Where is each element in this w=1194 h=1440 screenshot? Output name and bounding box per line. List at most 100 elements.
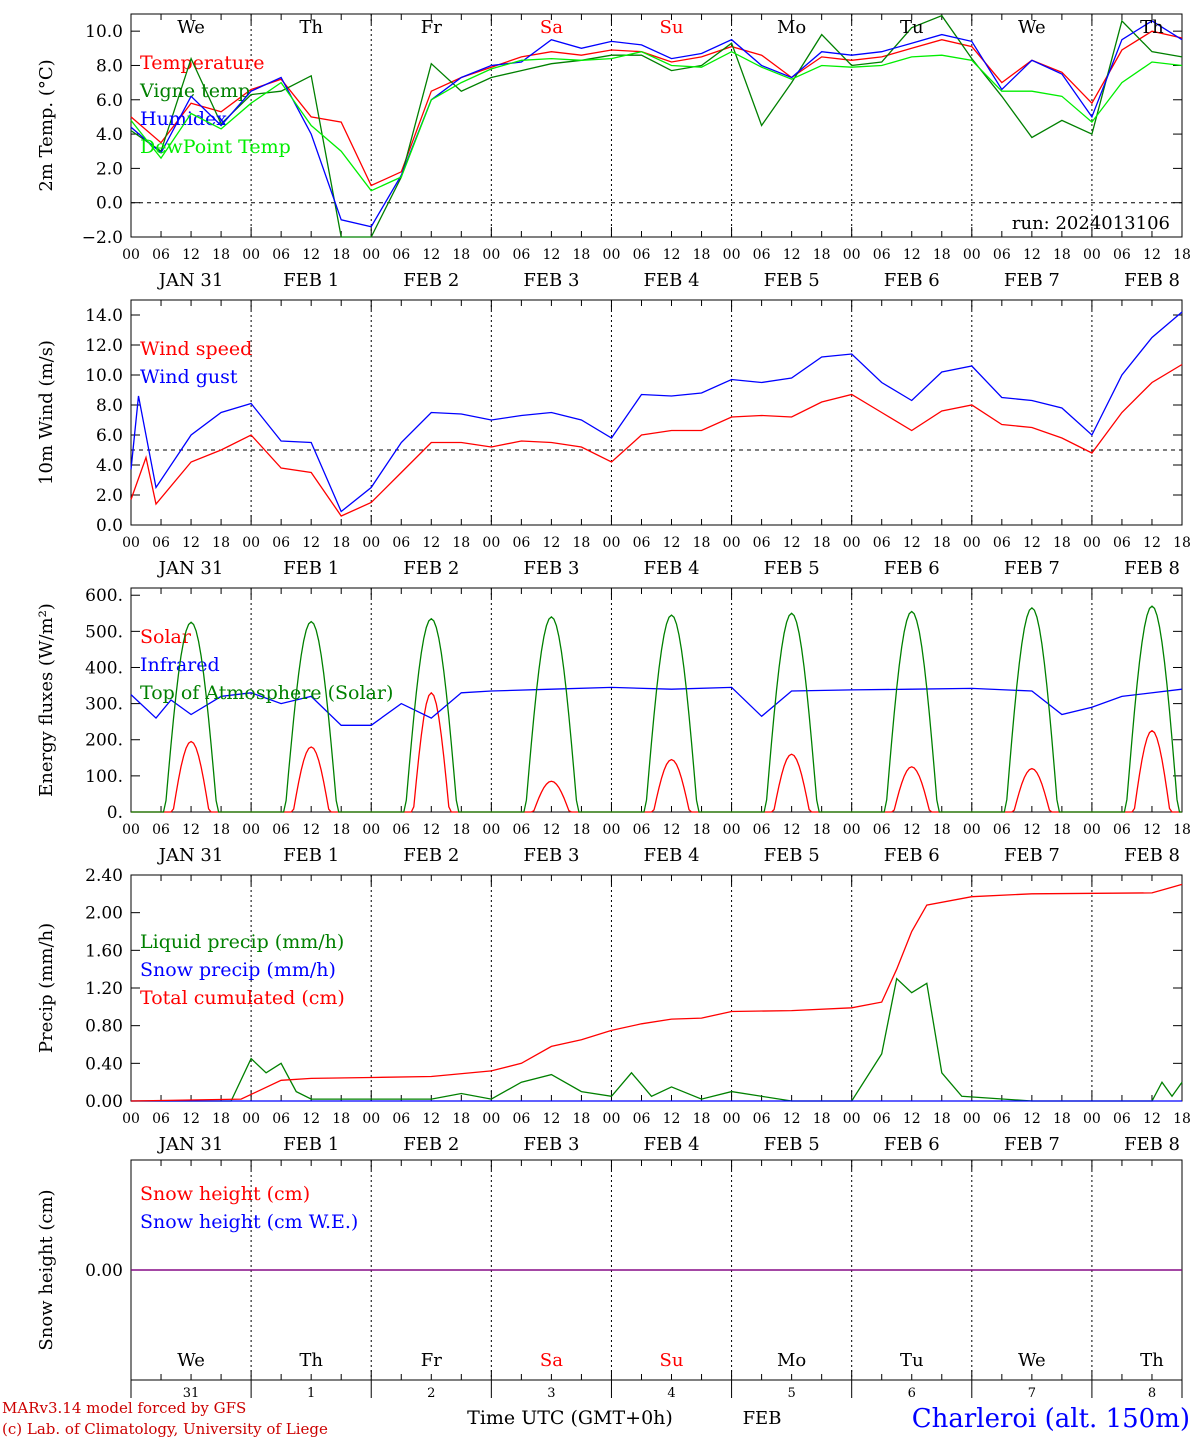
hour-label: 18 xyxy=(452,822,470,838)
y-tick-label: 0.00 xyxy=(85,1092,123,1112)
hour-label: 18 xyxy=(573,535,591,551)
hour-label: 12 xyxy=(542,535,560,551)
series-line-toa xyxy=(131,605,1182,813)
hour-label: 12 xyxy=(1023,535,1041,551)
date-label: JAN 31 xyxy=(157,845,224,866)
y-tick-label: 8.0 xyxy=(96,396,123,416)
hour-label: 18 xyxy=(693,1111,711,1127)
legend-wind_speed: Wind speed xyxy=(140,338,252,360)
hour-label: 00 xyxy=(242,1111,260,1127)
weekday-label: Sa xyxy=(540,1350,563,1371)
weekday-label: Sa xyxy=(540,17,563,38)
y-tick-label: 100. xyxy=(85,767,123,787)
hour-label: 12 xyxy=(182,535,200,551)
hour-label: 12 xyxy=(663,822,681,838)
y-axis-title: Precip (mm/h) xyxy=(36,923,57,1053)
hour-label: 06 xyxy=(1113,247,1131,263)
date-label: FEB 4 xyxy=(643,845,699,866)
hour-label: 12 xyxy=(542,247,560,263)
date-label: FEB 2 xyxy=(403,845,459,866)
panel-2: 0.0 2.0 4.0 6.0 8.0 10.0 12.0 14.0 10m Wind (m/s… xyxy=(36,299,1191,579)
hour-label: 18 xyxy=(573,247,591,263)
hour-label: 12 xyxy=(1143,247,1161,263)
hour-label: 18 xyxy=(332,822,350,838)
date-label: FEB 3 xyxy=(523,1134,579,1155)
y-axis-title: Energy fluxes (W/m²) xyxy=(36,603,57,797)
series-line-solar xyxy=(131,691,1182,813)
hour-label: 18 xyxy=(452,535,470,551)
hour-label: 00 xyxy=(723,247,741,263)
legend-humidex: Humidex xyxy=(140,108,227,130)
weekday-label: Fr xyxy=(421,17,442,38)
hour-label: 12 xyxy=(663,1111,681,1127)
y-tick-label: 2.40 xyxy=(85,866,123,886)
date-label: FEB 2 xyxy=(403,1134,459,1155)
date-label: FEB 1 xyxy=(283,845,339,866)
hour-label: 18 xyxy=(693,535,711,551)
hour-label: 00 xyxy=(1083,247,1101,263)
hour-label: 12 xyxy=(422,247,440,263)
hour-label: 12 xyxy=(302,1111,320,1127)
hour-label: 18 xyxy=(1173,822,1191,838)
y-tick-label: 500. xyxy=(85,622,123,642)
legend-snow_precip: Snow precip (mm/h) xyxy=(140,959,336,981)
date-label: JAN 31 xyxy=(157,558,224,579)
hour-label: 06 xyxy=(753,247,771,263)
hour-label: 12 xyxy=(1143,822,1161,838)
run-annotation: run: 2024013106 xyxy=(1012,213,1170,234)
weekday-label: Tu xyxy=(900,1350,924,1371)
weekday-label: Mo xyxy=(777,1350,806,1371)
hour-label: 00 xyxy=(963,1111,981,1127)
hour-label: 18 xyxy=(693,247,711,263)
date-label: FEB 8 xyxy=(1124,558,1180,579)
day-number: 2 xyxy=(427,1386,435,1401)
y-tick-label: −2.0 xyxy=(82,228,123,248)
hour-label: 06 xyxy=(753,1111,771,1127)
hour-label: 06 xyxy=(152,535,170,551)
date-label: FEB 5 xyxy=(764,270,820,291)
y-tick-label: 10.0 xyxy=(85,366,123,386)
date-label: FEB 7 xyxy=(1004,1134,1060,1155)
station-label: Charleroi (alt. 150m) xyxy=(912,1404,1190,1434)
date-label: FEB 8 xyxy=(1124,270,1180,291)
hour-label: 00 xyxy=(963,247,981,263)
hour-label: 18 xyxy=(452,1111,470,1127)
date-label: FEB 5 xyxy=(764,1134,820,1155)
hour-label: 18 xyxy=(1053,822,1071,838)
hour-label: 06 xyxy=(993,822,1011,838)
hour-label: 06 xyxy=(873,822,891,838)
hour-label: 06 xyxy=(152,1111,170,1127)
hour-label: 06 xyxy=(1113,822,1131,838)
hour-label: 06 xyxy=(272,535,290,551)
hour-label: 06 xyxy=(633,1111,651,1127)
y-tick-label: 2.00 xyxy=(85,904,123,924)
date-label: FEB 8 xyxy=(1124,845,1180,866)
date-label: FEB 1 xyxy=(283,270,339,291)
date-label: FEB 6 xyxy=(884,270,940,291)
y-tick-label: 6.0 xyxy=(96,426,123,446)
y-axis-title: Snow height (cm) xyxy=(36,1189,57,1350)
hour-label: 00 xyxy=(1083,822,1101,838)
hour-label: 00 xyxy=(723,535,741,551)
hour-label: 00 xyxy=(843,247,861,263)
day-number: 4 xyxy=(667,1386,675,1401)
date-label: FEB 6 xyxy=(884,558,940,579)
y-tick-label: 8.0 xyxy=(96,56,123,76)
hour-label: 18 xyxy=(1173,1111,1191,1127)
hour-label: 12 xyxy=(422,1111,440,1127)
hour-label: 18 xyxy=(212,822,230,838)
hour-label: 18 xyxy=(933,822,951,838)
y-tick-label: 1.20 xyxy=(85,979,123,999)
hour-label: 12 xyxy=(422,822,440,838)
hour-label: 12 xyxy=(1143,1111,1161,1127)
hour-label: 00 xyxy=(242,247,260,263)
hour-label: 00 xyxy=(482,1111,500,1127)
hour-label: 00 xyxy=(603,1111,621,1127)
hour-label: 00 xyxy=(122,247,140,263)
hour-label: 00 xyxy=(482,822,500,838)
x-axis-title: Time UTC (GMT+0h) xyxy=(467,1407,673,1429)
plot-frame xyxy=(130,587,1183,813)
hour-label: 06 xyxy=(633,535,651,551)
plot-frame xyxy=(130,13,1183,238)
hour-label: 18 xyxy=(813,247,831,263)
